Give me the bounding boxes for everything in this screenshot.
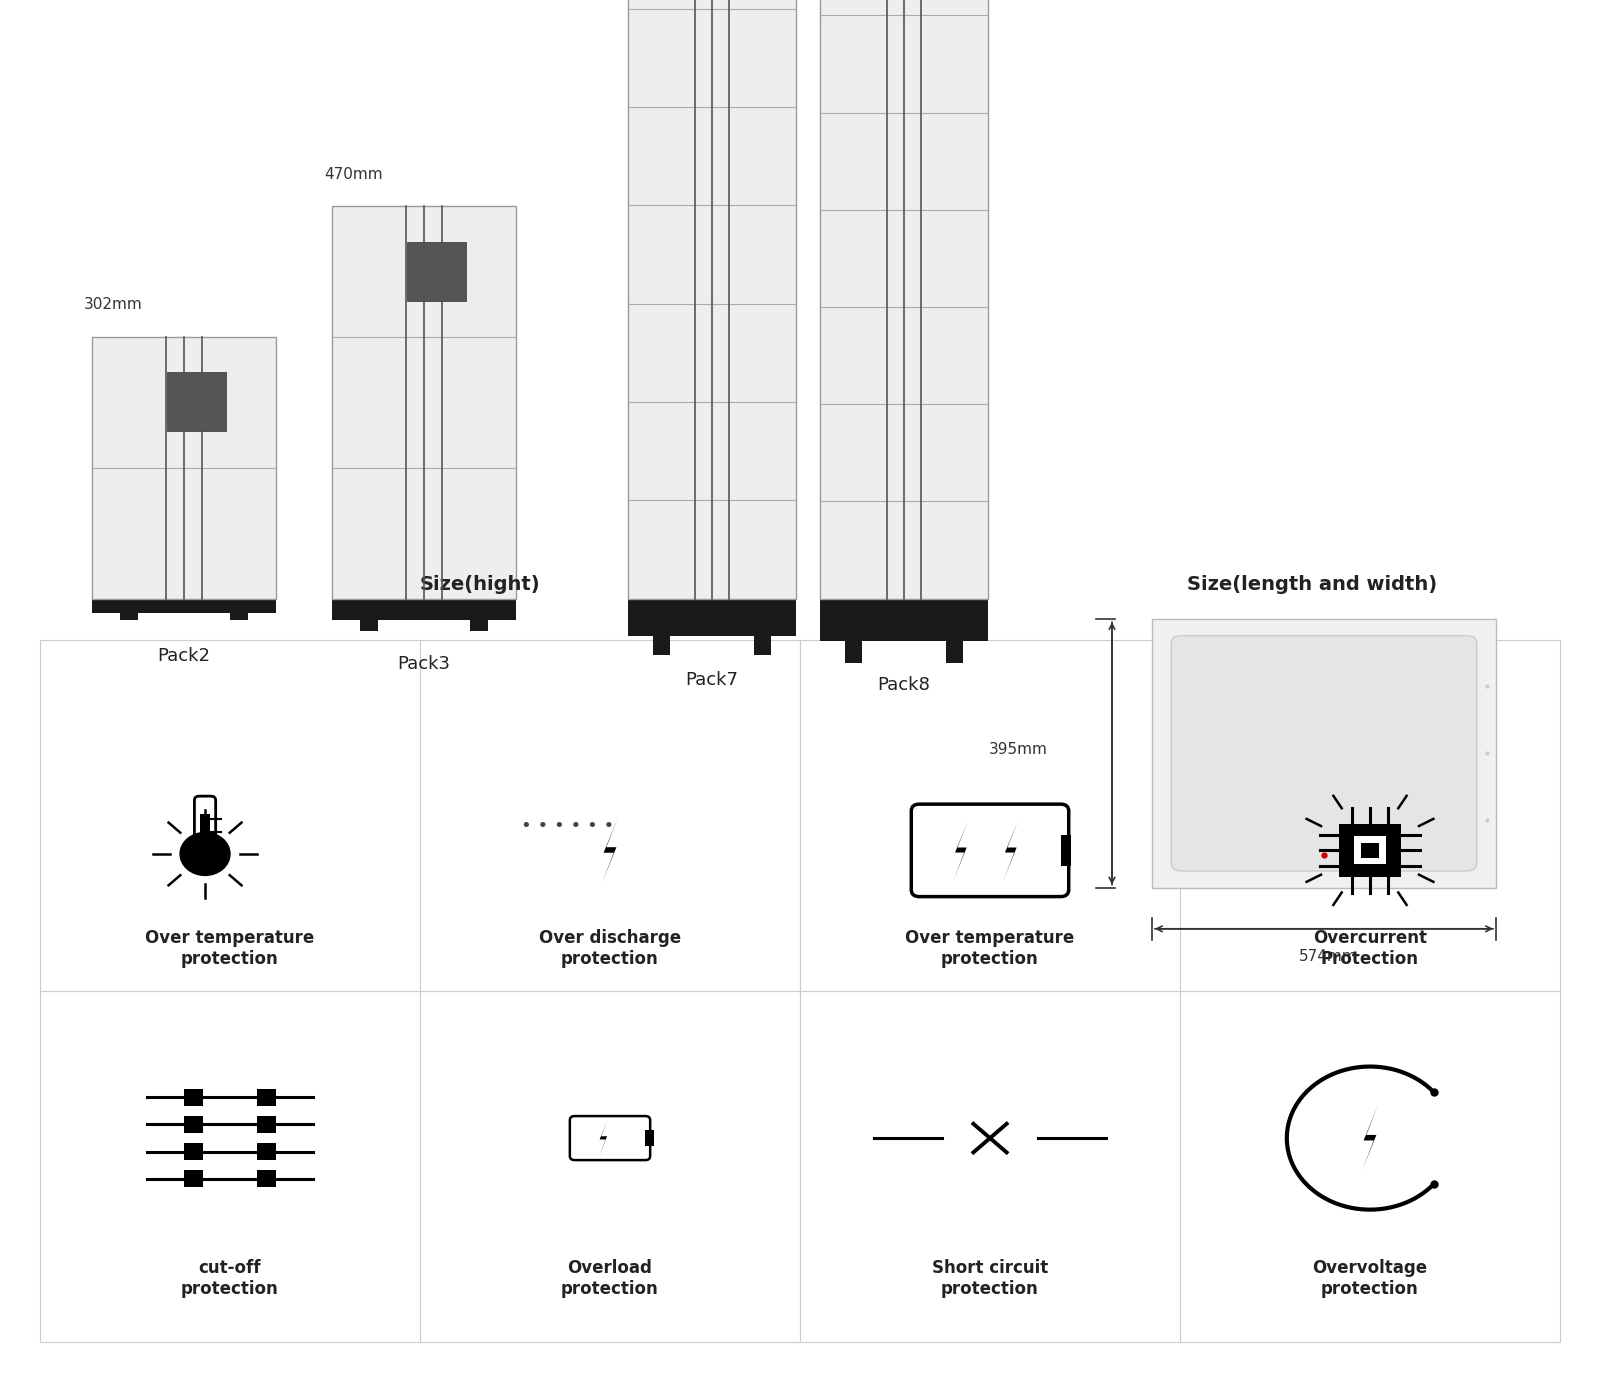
- FancyBboxPatch shape: [195, 797, 216, 859]
- Text: 302mm: 302mm: [85, 297, 142, 312]
- Text: Overvoltage
protection: Overvoltage protection: [1312, 1259, 1427, 1298]
- FancyBboxPatch shape: [946, 641, 963, 663]
- FancyBboxPatch shape: [819, 0, 987, 599]
- FancyBboxPatch shape: [184, 1143, 203, 1160]
- FancyBboxPatch shape: [40, 991, 419, 1342]
- FancyBboxPatch shape: [912, 804, 1069, 897]
- FancyBboxPatch shape: [200, 813, 210, 854]
- FancyBboxPatch shape: [1181, 991, 1560, 1342]
- FancyBboxPatch shape: [40, 640, 419, 991]
- FancyBboxPatch shape: [754, 636, 771, 655]
- Polygon shape: [1362, 1105, 1378, 1171]
- FancyBboxPatch shape: [184, 1088, 203, 1106]
- FancyBboxPatch shape: [845, 641, 862, 663]
- Text: Pack2: Pack2: [157, 647, 211, 666]
- FancyBboxPatch shape: [408, 242, 466, 300]
- Text: cut-off
protection: cut-off protection: [181, 1259, 278, 1298]
- Text: 470mm: 470mm: [323, 166, 382, 182]
- Text: 574mm: 574mm: [1299, 949, 1357, 965]
- Text: 395mm: 395mm: [989, 743, 1048, 757]
- FancyBboxPatch shape: [1061, 835, 1070, 866]
- Polygon shape: [954, 820, 968, 881]
- FancyBboxPatch shape: [800, 991, 1181, 1342]
- FancyBboxPatch shape: [470, 621, 488, 632]
- FancyBboxPatch shape: [419, 640, 800, 991]
- FancyBboxPatch shape: [258, 1143, 275, 1160]
- Polygon shape: [1003, 820, 1018, 881]
- FancyBboxPatch shape: [570, 1116, 650, 1160]
- FancyBboxPatch shape: [258, 1170, 275, 1187]
- FancyBboxPatch shape: [627, 599, 797, 636]
- Text: Over temperature
protection: Over temperature protection: [146, 929, 315, 967]
- FancyBboxPatch shape: [360, 621, 378, 632]
- FancyBboxPatch shape: [1354, 837, 1386, 864]
- FancyBboxPatch shape: [184, 1116, 203, 1132]
- Polygon shape: [602, 817, 618, 883]
- Text: Overcurrent
Protection: Overcurrent Protection: [1314, 929, 1427, 967]
- FancyBboxPatch shape: [653, 636, 670, 655]
- Text: Short circuit
protection: Short circuit protection: [931, 1259, 1048, 1298]
- FancyBboxPatch shape: [1181, 640, 1560, 991]
- FancyBboxPatch shape: [230, 612, 248, 621]
- FancyBboxPatch shape: [819, 599, 987, 641]
- FancyBboxPatch shape: [333, 599, 515, 621]
- FancyBboxPatch shape: [627, 0, 797, 599]
- Text: Over discharge
protection: Over discharge protection: [539, 929, 682, 967]
- FancyBboxPatch shape: [800, 640, 1181, 991]
- Circle shape: [181, 832, 230, 875]
- FancyBboxPatch shape: [120, 612, 138, 621]
- Text: Overload
protection: Overload protection: [562, 1259, 659, 1298]
- FancyBboxPatch shape: [1171, 636, 1477, 871]
- Polygon shape: [598, 1119, 608, 1157]
- FancyBboxPatch shape: [333, 206, 515, 599]
- FancyBboxPatch shape: [93, 337, 277, 599]
- FancyBboxPatch shape: [184, 1170, 203, 1187]
- FancyBboxPatch shape: [1152, 619, 1496, 888]
- Text: Pack7: Pack7: [685, 671, 739, 689]
- Text: Size(length and width): Size(length and width): [1187, 575, 1437, 594]
- FancyBboxPatch shape: [258, 1116, 275, 1132]
- FancyBboxPatch shape: [645, 1130, 654, 1146]
- FancyBboxPatch shape: [168, 373, 226, 431]
- Text: Size(hight): Size(hight): [419, 575, 541, 594]
- FancyBboxPatch shape: [1362, 842, 1379, 859]
- Text: Pack3: Pack3: [397, 655, 451, 673]
- Text: Pack8: Pack8: [877, 676, 931, 694]
- FancyBboxPatch shape: [93, 599, 277, 612]
- FancyBboxPatch shape: [1339, 823, 1402, 878]
- FancyBboxPatch shape: [419, 991, 800, 1342]
- Text: Over temperature
protection: Over temperature protection: [906, 929, 1075, 967]
- FancyBboxPatch shape: [258, 1088, 275, 1106]
- Text: • • • • • •: • • • • • •: [522, 816, 614, 835]
